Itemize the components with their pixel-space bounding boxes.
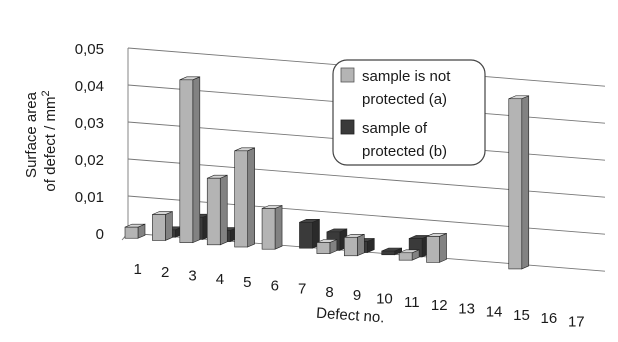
- bar-a-15-side: [521, 95, 530, 270]
- x-tick-label-9: 9: [353, 287, 361, 304]
- bar-b-10-front: [381, 250, 396, 256]
- legend-label-a-line1: sample is not: [362, 68, 451, 85]
- bar-a-4-front: [206, 177, 221, 246]
- bar-a-3-side: [192, 76, 201, 244]
- legend-label-b-line1: sample of: [362, 120, 428, 137]
- x-tick-label-1: 1: [134, 261, 142, 278]
- x-tick-label-2: 2: [161, 264, 169, 281]
- y-axis-title-line1: Surface area: [23, 91, 40, 178]
- bar-a-8-front: [316, 242, 331, 254]
- bar-a-1-front: [124, 226, 139, 239]
- x-tick-label-16: 16: [541, 310, 558, 327]
- bar-a-9: [343, 233, 365, 257]
- x-tick-label-3: 3: [188, 267, 196, 284]
- legend-swatch-a: [340, 67, 355, 83]
- bar-a-15: [508, 95, 530, 270]
- x-tick-label-7: 7: [298, 281, 306, 298]
- bar-a-12-front: [426, 236, 440, 263]
- bar-a-11: [398, 249, 420, 261]
- bar-a-12-side: [439, 233, 447, 263]
- bar-a-9-front: [343, 236, 358, 257]
- bar-a-5: [234, 147, 255, 248]
- bar-a-2-side: [165, 211, 173, 241]
- x-tick-label-5: 5: [243, 274, 251, 291]
- y-tick-label-3: 0,03: [75, 115, 104, 132]
- legend-box: [332, 59, 486, 166]
- x-axis-title: Defect no.: [316, 305, 385, 327]
- bar-a-2: [152, 211, 173, 241]
- bar-a-6: [261, 205, 283, 250]
- bar-a-2-front: [152, 214, 166, 241]
- x-tick-label-4: 4: [216, 271, 224, 288]
- bars: [124, 76, 530, 270]
- bar-a-5-front: [234, 150, 248, 248]
- x-tick-label-14: 14: [486, 304, 503, 321]
- bar-b-10: [381, 247, 403, 256]
- y-tick-label-5: 0,05: [75, 41, 104, 58]
- y-tick-labels: 0 0,01 0,02 0,03 0,04 0,05: [75, 41, 104, 243]
- bar-b-7: [299, 218, 320, 249]
- x-tick-label-10: 10: [376, 290, 393, 307]
- y-tick-label-4: 0,04: [75, 78, 104, 95]
- legend: sample is not protected (a) sample of pr…: [332, 59, 486, 166]
- x-tick-label-6: 6: [271, 277, 279, 294]
- y-tick-label-1: 0,01: [75, 189, 104, 206]
- bar-a-4: [206, 174, 228, 246]
- y-axis-title-superscript: 2: [40, 90, 52, 96]
- bar-a-1: [124, 223, 146, 239]
- legend-label-b-line2: protected (b): [362, 143, 447, 160]
- bar-a-3: [179, 76, 201, 244]
- bar-a-5-side: [247, 147, 255, 248]
- x-tick-label-12: 12: [431, 297, 448, 314]
- x-tick-label-11: 11: [404, 294, 420, 311]
- bar-a-15-front: [508, 98, 523, 270]
- legend-swatch-b: [340, 119, 355, 135]
- bar-a-9-side: [356, 233, 365, 257]
- x-tick-label-15: 15: [513, 307, 530, 324]
- y-tick-label-0: 0: [96, 226, 104, 243]
- y-axis-title-line2-text: of defect / mm: [42, 97, 59, 192]
- bar-a-6-front: [261, 208, 276, 250]
- x-tick-label-17: 17: [568, 314, 585, 331]
- bar-a-8: [316, 239, 338, 255]
- bar-a-6-side: [274, 205, 283, 250]
- bar-a-11-front: [398, 252, 413, 261]
- y-axis-title: Surface area of defect / mm2: [23, 90, 59, 191]
- x-tick-label-8: 8: [325, 284, 333, 301]
- y-tick-label-2: 0,02: [75, 152, 104, 169]
- x-tick-labels: 1 2 3 4 5 6 7 8 9 10 11 12 13 14 15 16 17: [134, 261, 585, 331]
- legend-label-a-line2: protected (a): [362, 91, 447, 108]
- bar-a-12: [426, 233, 447, 263]
- bar-b-7-front: [299, 221, 313, 249]
- x-tick-label-13: 13: [458, 300, 475, 317]
- y-axis-title-line2: of defect / mm2: [40, 90, 59, 191]
- bar-a-3-front: [179, 79, 194, 243]
- bar-a-4-side: [219, 174, 228, 246]
